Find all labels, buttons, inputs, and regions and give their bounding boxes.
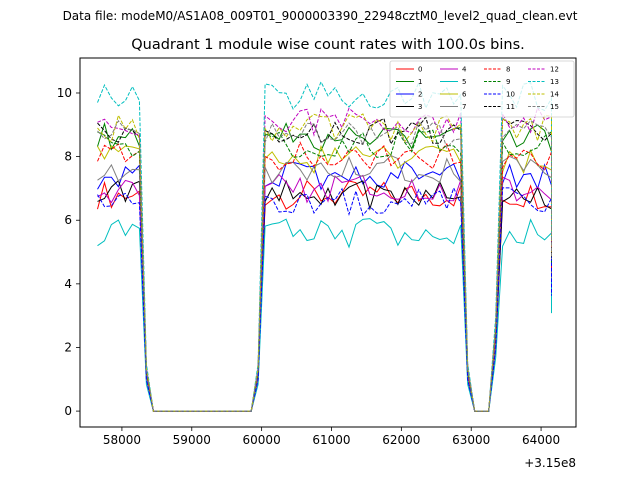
y-tick-label: 8	[64, 150, 72, 164]
series-line-11	[97, 116, 552, 412]
y-axis: 0 2 4 6 8 10	[57, 86, 80, 418]
x-tick-label: 64000	[522, 433, 560, 447]
x-tick-label: 61000	[312, 433, 350, 447]
legend-label: 4	[462, 66, 467, 74]
y-tick-label: 6	[64, 213, 72, 227]
y-tick-label: 0	[64, 404, 72, 418]
series-line-3	[97, 179, 552, 412]
series-line-0	[97, 179, 552, 412]
series-line-13	[97, 80, 552, 412]
x-axis: 58000 59000 60000 61000 62000 63000 64000	[103, 427, 560, 447]
legend-label: 1	[418, 78, 422, 86]
x-offset-label: +3.15e8	[524, 456, 576, 470]
legend-label: 7	[462, 103, 466, 111]
legend-label: 12	[550, 66, 559, 74]
x-tick-label: 63000	[452, 433, 490, 447]
x-tick-label: 60000	[243, 433, 281, 447]
x-tick-label: 59000	[173, 433, 211, 447]
series-line-9	[97, 129, 552, 412]
y-tick-label: 10	[57, 86, 72, 100]
series-line-1	[97, 121, 552, 412]
legend-label: 2	[418, 91, 422, 99]
x-tick-label: 58000	[103, 433, 141, 447]
legend-label: 14	[550, 91, 559, 99]
x-tick-label: 62000	[382, 433, 420, 447]
legend-label: 0	[418, 66, 422, 74]
legend-label: 15	[550, 103, 559, 111]
legend-label: 5	[462, 78, 466, 86]
legend-label: 6	[462, 91, 467, 99]
legend-label: 13	[550, 78, 559, 86]
series-line-7	[97, 155, 552, 412]
series-line-4	[97, 173, 552, 412]
legend-label: 11	[506, 103, 515, 111]
y-tick-label: 4	[64, 277, 72, 291]
plot-frame	[79, 57, 577, 428]
legend-frame	[389, 60, 575, 118]
legend-label: 10	[506, 91, 515, 99]
plot-area	[79, 57, 577, 428]
series-line-12	[97, 106, 552, 412]
y-tick-label: 2	[64, 340, 72, 354]
chart-title: Quadrant 1 module wise count rates with …	[131, 37, 525, 53]
series-line-5	[97, 218, 552, 412]
series-line-15	[97, 119, 552, 412]
chart-suptitle: Data file: modeM0/AS1A08_009T01_90000033…	[63, 9, 578, 23]
series-line-14	[97, 113, 552, 412]
legend-label: 8	[506, 66, 510, 74]
series-line-10	[97, 186, 552, 412]
series-line-6	[97, 144, 552, 412]
legend-label: 3	[418, 103, 422, 111]
legend-label: 9	[506, 78, 510, 86]
